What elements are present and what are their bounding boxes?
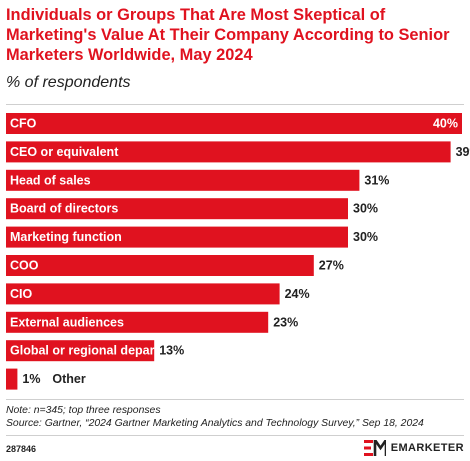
top-divider bbox=[6, 104, 464, 105]
bar-cio bbox=[6, 283, 280, 305]
bar-head-of-sales bbox=[6, 169, 360, 191]
value-label-marketing-function: 30% bbox=[353, 230, 378, 244]
category-label-marketing-function: Marketing function bbox=[10, 230, 122, 244]
category-label-ceo-or-equivalent: CEO or equivalent bbox=[10, 145, 119, 159]
category-label-cfo: CFO bbox=[10, 117, 37, 131]
value-label-external-audiences: 23% bbox=[273, 315, 298, 329]
value-label-cio: 24% bbox=[285, 287, 310, 301]
value-label-coo: 27% bbox=[319, 259, 344, 273]
chart-source: Source: Gartner, “2024 Gartner Marketing… bbox=[6, 418, 424, 429]
bar-external-audiences bbox=[6, 311, 269, 333]
category-label-external-audiences: External audiences bbox=[10, 315, 124, 329]
chart-note: Note: n=345; top three responses bbox=[6, 405, 161, 416]
bar-coo bbox=[6, 255, 314, 276]
category-label-coo: COO bbox=[10, 259, 39, 273]
em-logo-icon bbox=[363, 440, 386, 456]
value-label-head-of-sales: 31% bbox=[364, 173, 389, 187]
bottom-divider bbox=[6, 399, 464, 400]
value-label-other: 1% bbox=[22, 372, 40, 386]
bar-global-or-regional-department-heads bbox=[6, 340, 155, 362]
category-label-cio: CIO bbox=[10, 287, 33, 301]
brand-logo: EMARKETER bbox=[363, 439, 464, 457]
brand-name: EMARKETER bbox=[390, 442, 464, 454]
bar-cfo bbox=[6, 113, 462, 134]
category-label-global-or-regional-department-heads: Global or regional department heads bbox=[10, 344, 228, 358]
chart-subtitle: % of respondents bbox=[6, 74, 131, 91]
category-label-head-of-sales: Head of sales bbox=[10, 173, 91, 187]
bar-marketing-function bbox=[6, 226, 348, 248]
category-label-board-of-directors: Board of directors bbox=[10, 202, 118, 216]
footer-divider bbox=[6, 435, 464, 436]
value-label-cfo: 40% bbox=[433, 117, 458, 131]
value-label-board-of-directors: 30% bbox=[353, 202, 378, 216]
value-label-ceo-or-equivalent: 39% bbox=[456, 145, 470, 159]
chart-id: 287846 bbox=[6, 444, 37, 454]
category-label-other: Other bbox=[52, 372, 85, 386]
bar-ceo-or-equivalent bbox=[6, 141, 451, 163]
bar-other bbox=[6, 368, 18, 390]
value-label-global-or-regional-department-heads: 13% bbox=[159, 344, 184, 358]
chart-title: Individuals or Groups That Are Most Skep… bbox=[6, 6, 450, 64]
bar-chart: CFO 40% CEO or equivalent 39% Head of sales 3… bbox=[6, 113, 470, 390]
bar-board-of-directors bbox=[6, 198, 348, 220]
